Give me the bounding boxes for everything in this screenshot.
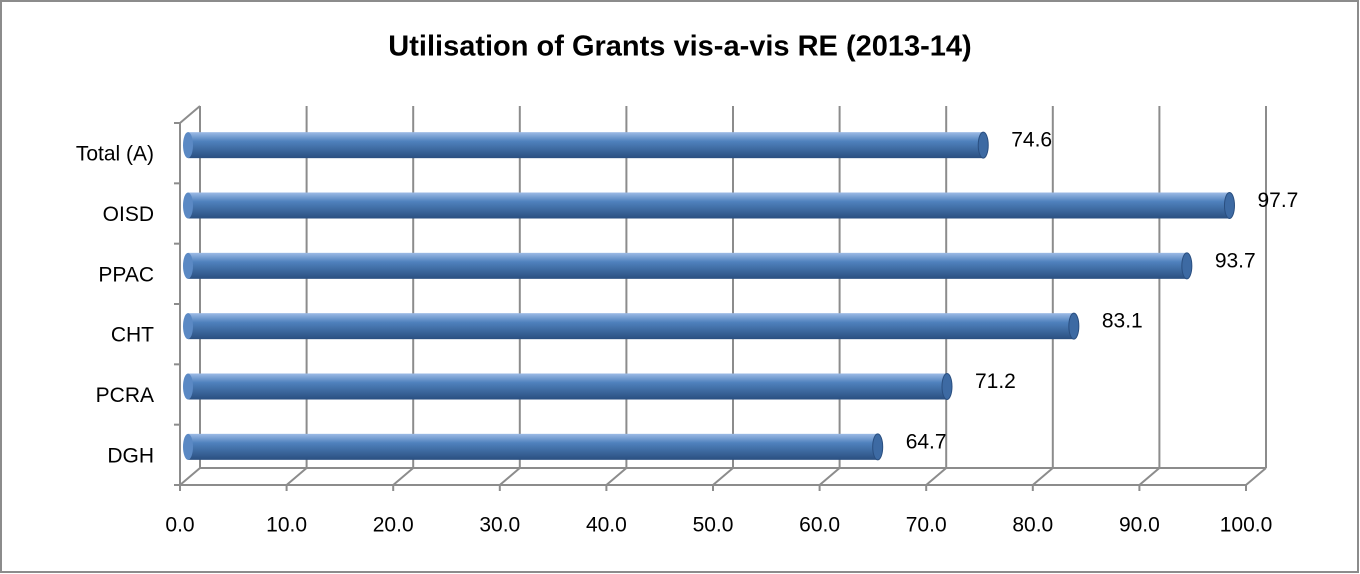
- y-tick-label: Total (A): [76, 143, 154, 166]
- value-label: 93.7: [1215, 249, 1256, 272]
- bar: [188, 313, 1074, 340]
- x-tick-label: 20.0: [373, 514, 414, 537]
- bar-start: [183, 132, 193, 159]
- x-tick-label: 100.0: [1220, 514, 1273, 537]
- y-tick-label: PCRA: [96, 384, 154, 407]
- y-tick-label: DGH: [107, 444, 154, 467]
- bar-cap: [1223, 192, 1235, 219]
- value-label: 74.6: [1011, 129, 1052, 152]
- bar-cap: [941, 373, 953, 400]
- grid-floor: [1245, 467, 1267, 486]
- x-tick-label: 70.0: [906, 514, 947, 537]
- grid-floor: [818, 467, 841, 486]
- bar-start: [183, 313, 193, 340]
- x-tick-label: 60.0: [799, 514, 840, 537]
- bar-cap: [1068, 312, 1080, 340]
- grid-floor: [1032, 467, 1054, 486]
- grid-floor: [925, 467, 947, 486]
- bar: [188, 132, 984, 159]
- y-tick-label: CHT: [111, 324, 154, 347]
- y-tick-label: PPAC: [98, 263, 154, 286]
- bar-start: [183, 192, 193, 219]
- bar-start: [183, 373, 193, 400]
- grid-floor: [499, 467, 521, 486]
- x-tick-label: 0.0: [165, 514, 194, 537]
- chart-title: Utilisation of Grants vis-a-vis RE (2013…: [388, 31, 971, 63]
- bar-cap: [1181, 252, 1193, 280]
- grid-floor: [285, 467, 308, 486]
- grid-floor: [1138, 467, 1161, 486]
- grid-floor: [392, 467, 414, 486]
- value-label: 83.1: [1102, 310, 1143, 333]
- bar-cap: [977, 131, 989, 159]
- x-tick-label: 80.0: [1012, 514, 1053, 537]
- grid-floor: [179, 467, 201, 486]
- value-label: 97.7: [1257, 189, 1298, 212]
- y-tick-label: OISD: [103, 203, 154, 226]
- x-tick-label: 10.0: [266, 514, 307, 537]
- bar-cap: [872, 433, 884, 461]
- grid-floor: [605, 467, 628, 486]
- x-tick-label: 90.0: [1119, 514, 1160, 537]
- bar-start: [183, 433, 193, 460]
- bar: [188, 373, 947, 400]
- wall-top: [179, 105, 201, 124]
- bar-start: [183, 252, 193, 279]
- bar: [188, 433, 878, 460]
- x-tick-label: 40.0: [586, 514, 627, 537]
- bar: [188, 192, 1230, 219]
- x-tick-label: 50.0: [693, 514, 734, 537]
- value-label: 71.2: [975, 370, 1016, 393]
- bar: [188, 252, 1187, 279]
- grid-floor: [712, 467, 734, 486]
- x-tick-label: 30.0: [479, 514, 520, 537]
- value-label: 64.7: [906, 430, 947, 453]
